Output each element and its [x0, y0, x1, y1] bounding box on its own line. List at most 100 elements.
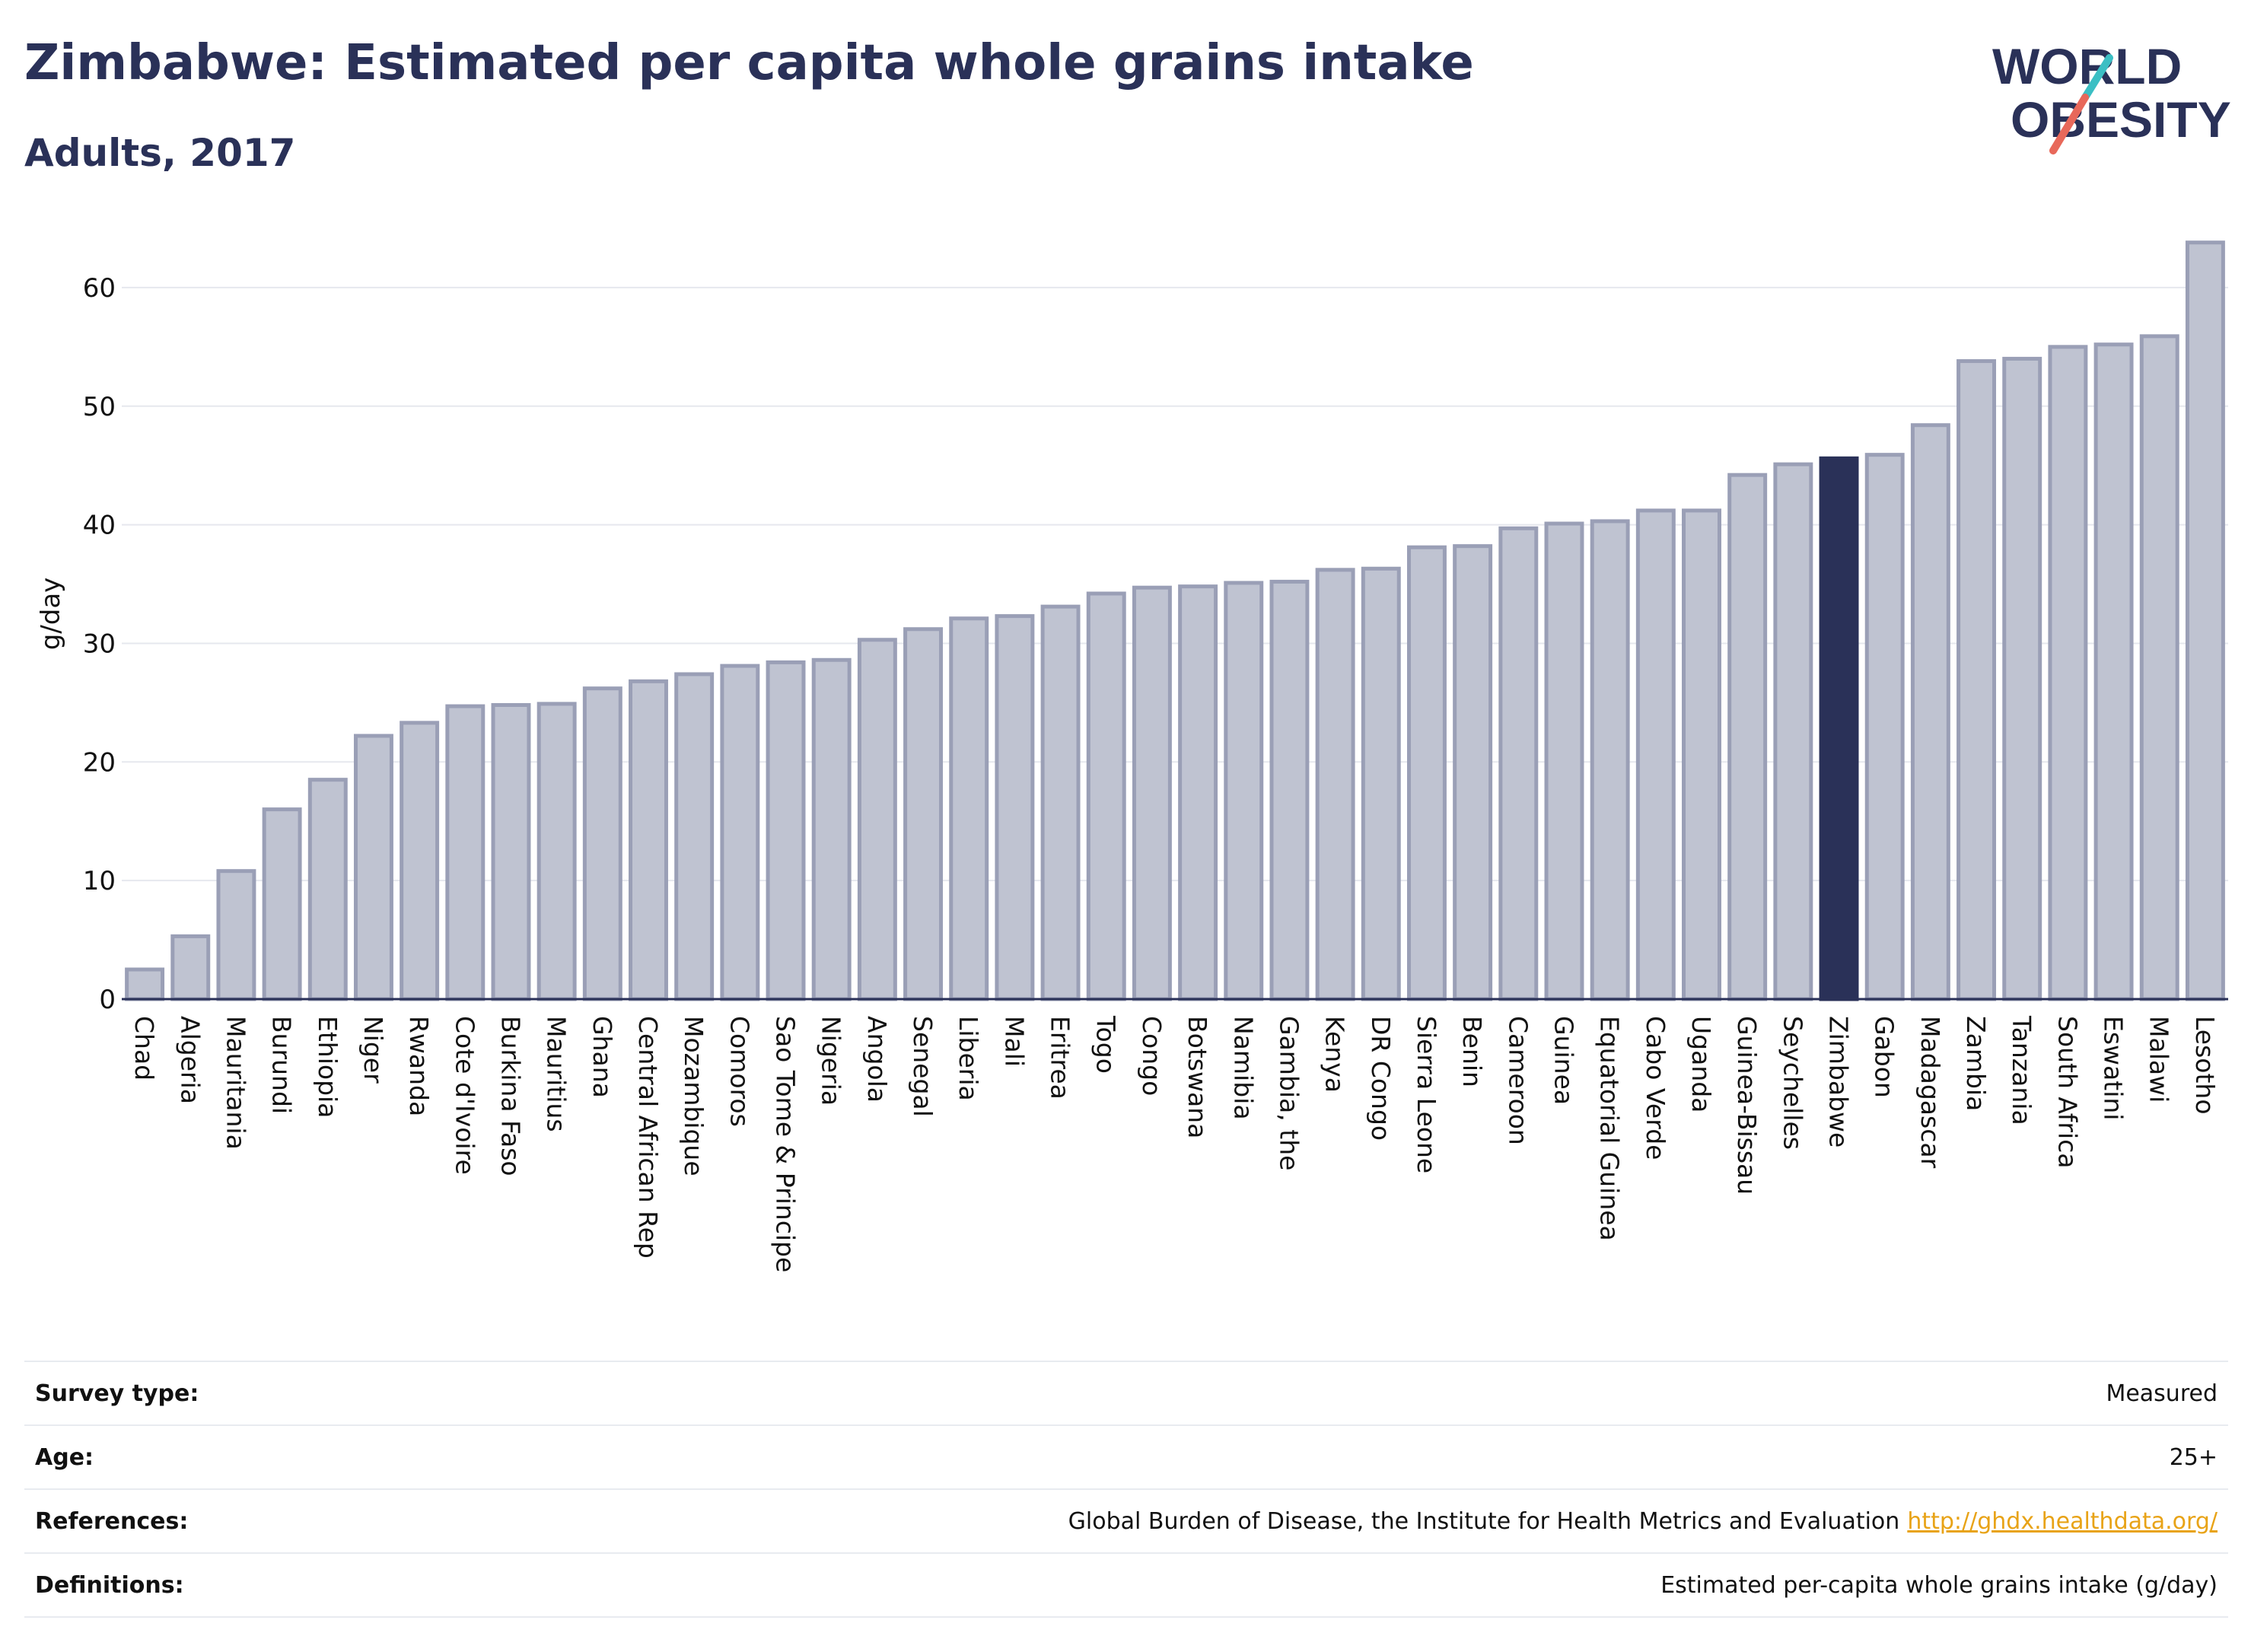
- bar-niger[interactable]: [353, 734, 393, 1001]
- bar-benin[interactable]: [1453, 544, 1493, 1001]
- x-tick-label: Central African Rep: [633, 1016, 663, 1259]
- x-tick-label: Guinea: [1549, 1016, 1578, 1105]
- bar-dr-congo[interactable]: [1361, 566, 1401, 1001]
- x-tick-label: Benin: [1457, 1016, 1487, 1087]
- bar-mauritius[interactable]: [536, 702, 577, 1001]
- x-tick-label: Zambia: [1961, 1016, 1991, 1111]
- y-tick-label: 0: [99, 985, 116, 1015]
- info-value-text: 25+: [2169, 1444, 2218, 1471]
- bar-mauritania[interactable]: [216, 869, 256, 1001]
- bar-gambia-the[interactable]: [1269, 579, 1310, 1001]
- bar-kenya[interactable]: [1315, 568, 1355, 1001]
- bar-angola[interactable]: [857, 638, 897, 1001]
- x-tick-label: Eswatini: [2099, 1016, 2128, 1120]
- info-value-text: Measured: [2106, 1380, 2218, 1407]
- bar-malawi[interactable]: [2139, 334, 2179, 1001]
- x-tick-label: Congo: [1137, 1016, 1167, 1096]
- x-tick-label: Cote d'Ivoire: [450, 1016, 479, 1175]
- bar-madagascar[interactable]: [1910, 423, 1950, 1001]
- bar-tanzania[interactable]: [2002, 356, 2042, 1001]
- info-table: Survey type: Measured Age: 25+ References: Gl…: [24, 1361, 2228, 1618]
- bar-gabon[interactable]: [1864, 453, 1905, 1001]
- info-value-text: Global Burden of Disease, the Institute …: [1068, 1508, 1900, 1535]
- y-tick-label: 40: [83, 511, 116, 541]
- bar-guinea-bissau[interactable]: [1727, 473, 1768, 1001]
- x-tick-label: Botswana: [1183, 1016, 1212, 1138]
- x-tick-label: Mauritania: [221, 1016, 250, 1150]
- info-label: Age:: [35, 1444, 94, 1471]
- y-tick-label: 60: [83, 273, 116, 304]
- y-axis-label: g/day: [36, 578, 66, 651]
- x-tick-label: Seychelles: [1778, 1016, 1807, 1150]
- bar-sierra-leone[interactable]: [1406, 545, 1447, 1001]
- info-row: Survey type: Measured: [24, 1361, 2228, 1424]
- bar-chart: 0 10 20 30 40 50 60 Chad Algeria Mauritania Burun…: [36, 240, 2228, 1272]
- info-row: Definitions: Estimated per-capita whole g…: [24, 1552, 2228, 1618]
- x-tick-label: Rwanda: [404, 1016, 434, 1116]
- info-value: Estimated per-capita whole grains intake…: [1660, 1572, 2218, 1599]
- x-tick-label: DR Congo: [1366, 1016, 1396, 1141]
- x-tick-label: Madagascar: [1915, 1016, 1945, 1169]
- bar-namibia[interactable]: [1224, 581, 1264, 1001]
- bar-nigeria[interactable]: [811, 657, 852, 1001]
- info-row: Age: 25+: [24, 1424, 2228, 1488]
- x-tick-label: South Africa: [2052, 1016, 2082, 1169]
- bar-cameroon[interactable]: [1498, 526, 1539, 1001]
- chart-bars: [125, 240, 2225, 1001]
- bar-guinea[interactable]: [1544, 521, 1584, 1001]
- bar-lesotho[interactable]: [2185, 240, 2225, 1001]
- info-value: Measured: [2106, 1380, 2218, 1407]
- bar-congo[interactable]: [1132, 585, 1172, 1001]
- bar-ghana[interactable]: [582, 686, 622, 1001]
- bar-central-african-rep[interactable]: [629, 679, 668, 1001]
- x-tick-label: Nigeria: [817, 1016, 846, 1106]
- x-tick-label: Algeria: [175, 1016, 205, 1104]
- y-tick-label: 10: [83, 866, 116, 896]
- x-tick-label: Burundi: [267, 1016, 297, 1114]
- bar-sao-tome-principe[interactable]: [766, 660, 806, 1001]
- bar-equatorial-guinea[interactable]: [1590, 519, 1630, 1001]
- bar-burundi[interactable]: [262, 807, 302, 1001]
- bar-algeria[interactable]: [170, 934, 211, 1001]
- reference-link[interactable]: http://ghdx.healthdata.org/: [1907, 1508, 2218, 1535]
- bar-seychelles[interactable]: [1773, 462, 1813, 1001]
- x-tick-label: Kenya: [1320, 1016, 1350, 1093]
- x-tick-label: Ghana: [587, 1016, 617, 1098]
- info-label: Survey type:: [35, 1380, 199, 1407]
- bar-chad[interactable]: [125, 967, 165, 1001]
- bar-mali[interactable]: [995, 614, 1035, 1001]
- bar-liberia[interactable]: [949, 616, 989, 1001]
- bar-botswana[interactable]: [1178, 584, 1218, 1001]
- bar-mozambique[interactable]: [674, 672, 715, 1001]
- x-tick-label: Ethiopia: [313, 1016, 342, 1118]
- bar-zimbabwe[interactable]: [1819, 456, 1859, 1001]
- bar-burkina-faso[interactable]: [491, 703, 531, 1001]
- bar-south-africa[interactable]: [2048, 345, 2088, 1001]
- bar-cabo-verde[interactable]: [1635, 508, 1676, 1001]
- bar-eswatini[interactable]: [2093, 342, 2134, 1001]
- bar-comoros[interactable]: [720, 664, 760, 1001]
- bar-rwanda[interactable]: [400, 721, 440, 1001]
- bar-ethiopia[interactable]: [307, 778, 348, 1001]
- bar-zambia[interactable]: [1956, 359, 1997, 1001]
- x-tick-label: Tanzania: [2007, 1015, 2036, 1125]
- info-row: References: Global Burden of Disease, the…: [24, 1488, 2228, 1552]
- x-tick-label: Cabo Verde: [1641, 1016, 1670, 1160]
- x-tick-label: Mali: [999, 1016, 1029, 1067]
- x-tick-label: Burkina Faso: [495, 1016, 525, 1176]
- x-tick-label: Gabon: [1870, 1016, 1899, 1098]
- x-tick-label: Lesotho: [2190, 1016, 2220, 1115]
- info-label: Definitions:: [35, 1572, 184, 1599]
- logo-slash-coral: [2049, 94, 2089, 154]
- info-value: Global Burden of Disease, the Institute …: [1068, 1508, 2218, 1535]
- x-tick-label: Gambia, the: [1274, 1016, 1304, 1170]
- bar-cote-d-ivoire[interactable]: [445, 704, 486, 1001]
- x-tick-label: Chad: [129, 1016, 159, 1081]
- bar-uganda[interactable]: [1682, 508, 1721, 1001]
- bar-togo[interactable]: [1086, 591, 1126, 1001]
- x-tick-label: Sao Tome & Principe: [771, 1016, 801, 1272]
- logo-slash-teal: [2081, 54, 2113, 101]
- bar-eritrea[interactable]: [1040, 604, 1081, 1001]
- bar-senegal[interactable]: [903, 627, 944, 1001]
- info-label: References:: [35, 1508, 189, 1535]
